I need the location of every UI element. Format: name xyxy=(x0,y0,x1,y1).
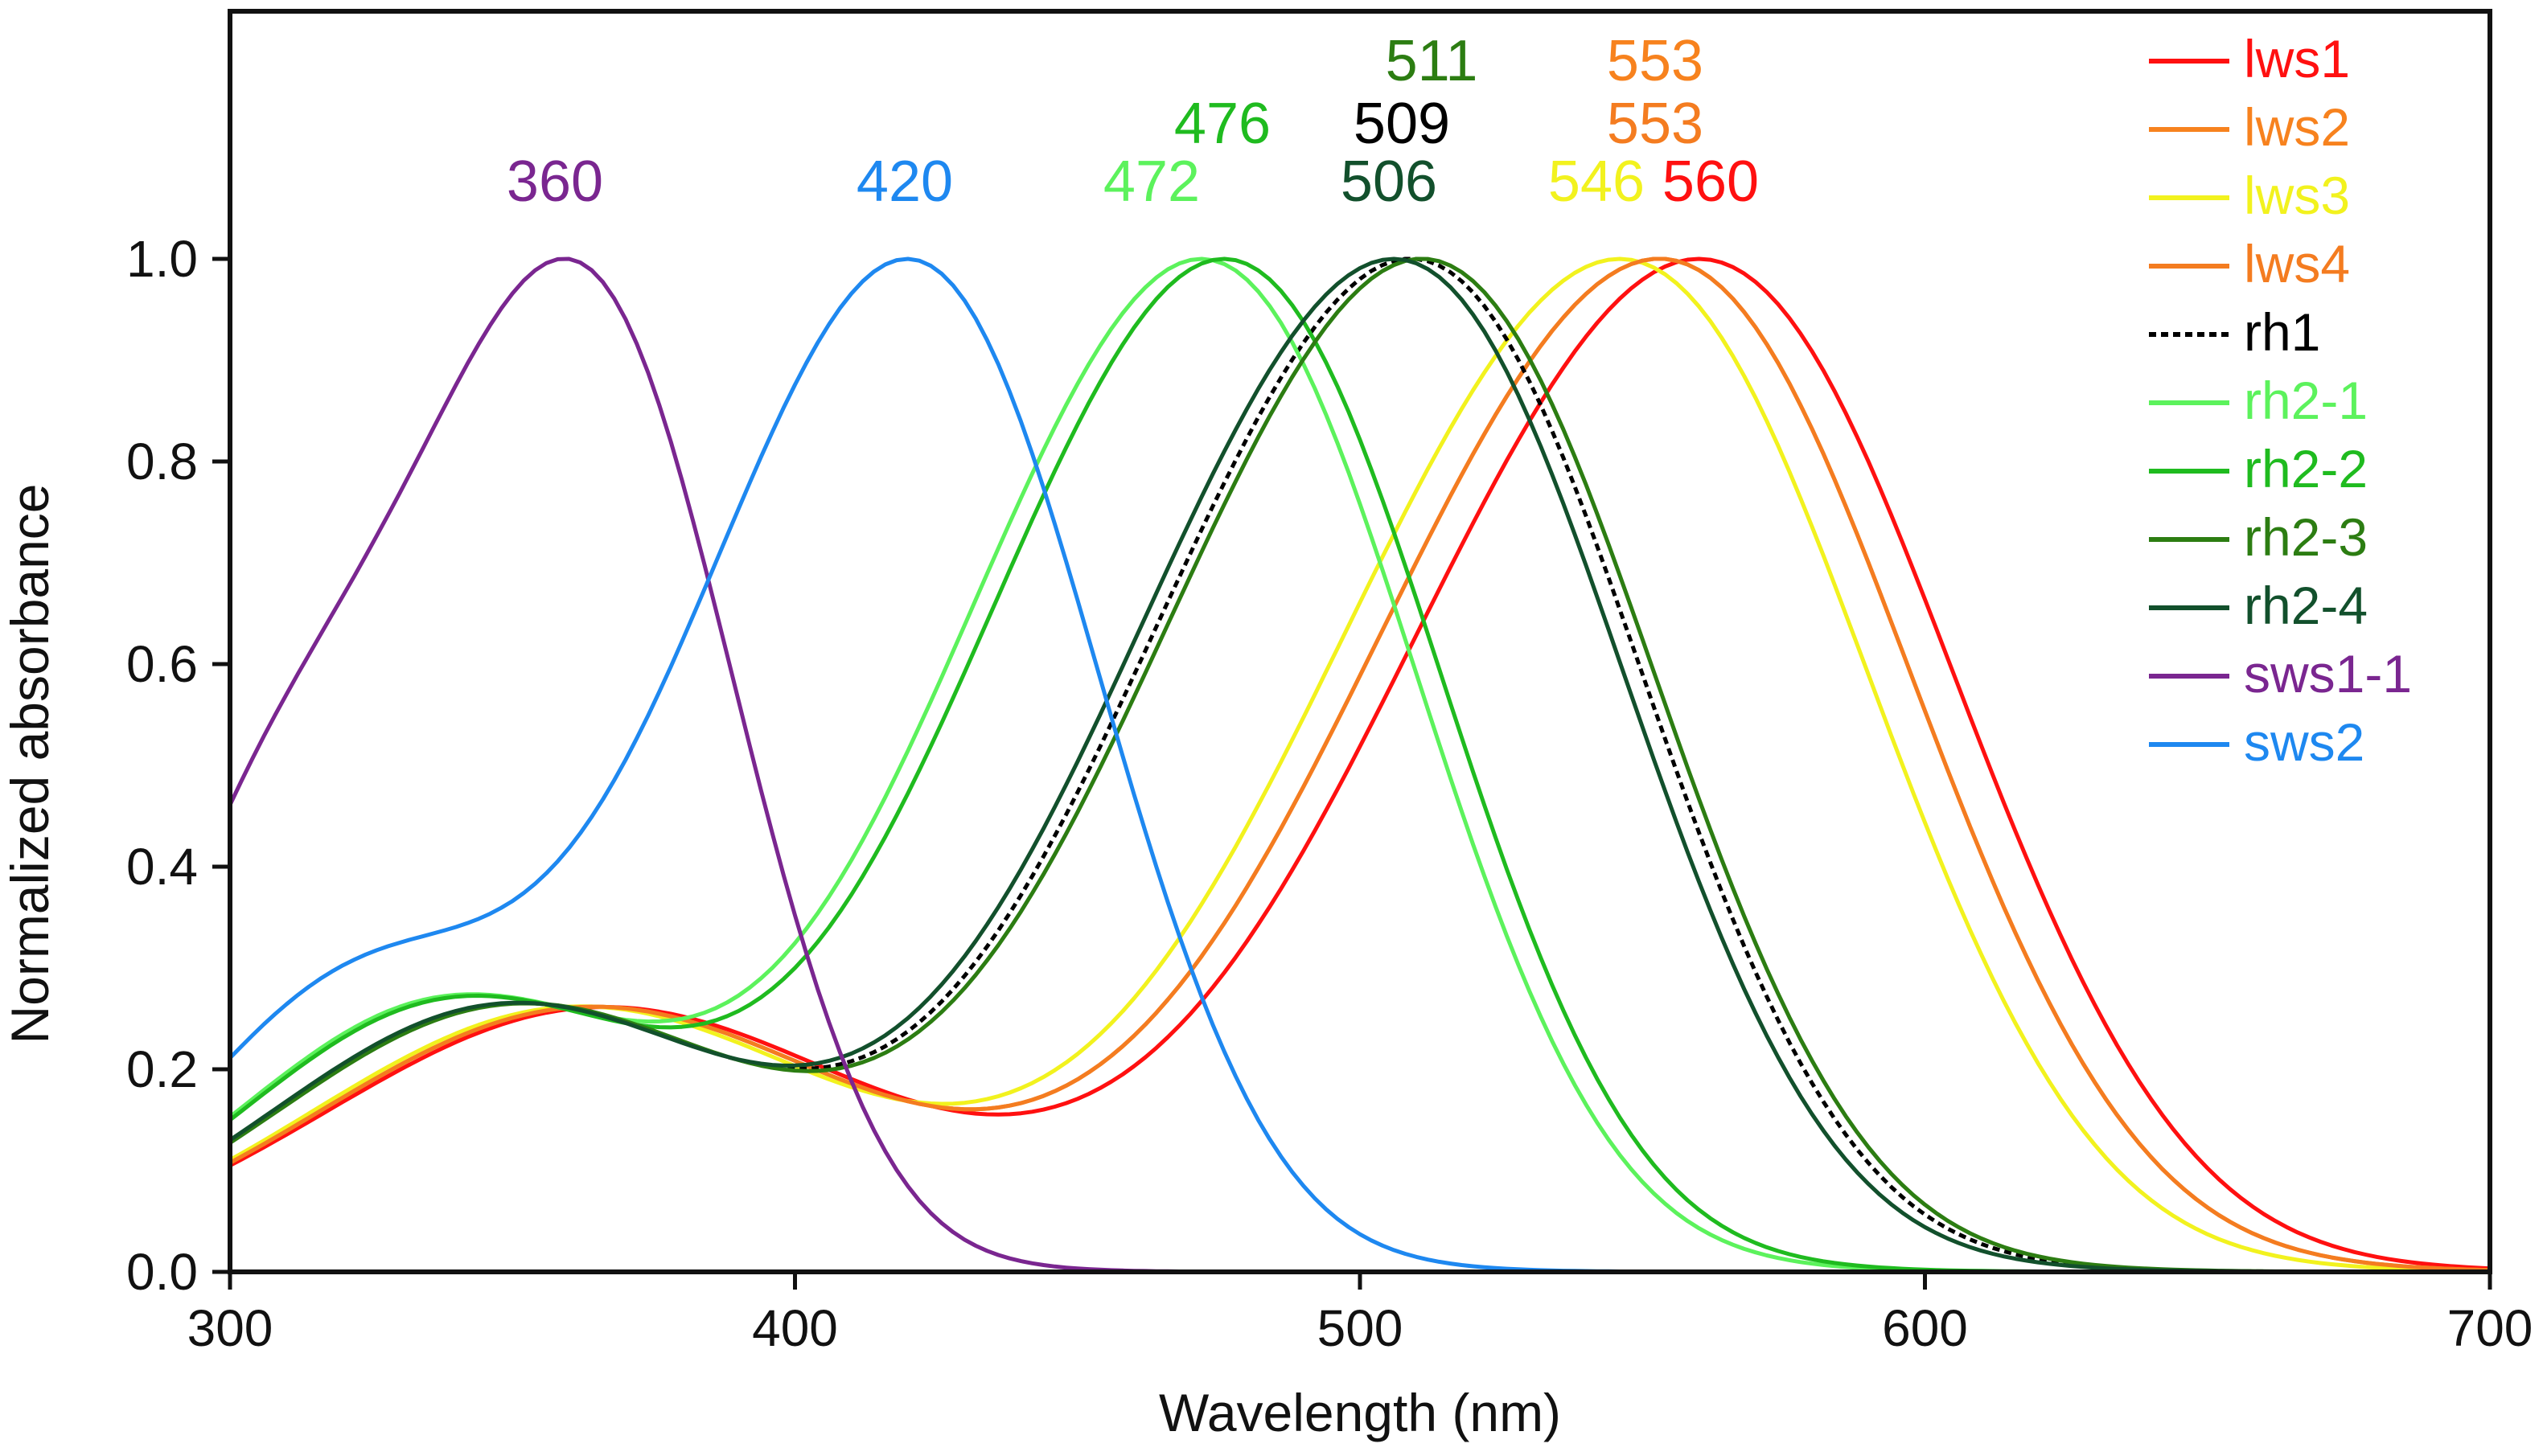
legend-label-rh2-2: rh2-2 xyxy=(2244,439,2368,498)
x-tick-label-600: 600 xyxy=(1882,1299,1968,1357)
x-tick-label-500: 500 xyxy=(1317,1299,1403,1357)
curve-lws2 xyxy=(228,256,2491,1273)
peak-label-lws2: 553 xyxy=(1607,29,1703,93)
legend-label-lws4: lws4 xyxy=(2244,234,2350,293)
legend: lws1 lws2 lws3 lws4 rh1 rh2-1 rh2-2 rh2-3 rh2-4 s… xyxy=(2149,29,2412,772)
legend-label-lws1: lws1 xyxy=(2244,29,2350,88)
curve-rh1 xyxy=(228,256,2490,1274)
curve-sws2 xyxy=(228,256,2490,1274)
peak-label-sws1-1: 360 xyxy=(507,150,603,214)
curve-sws1-1 xyxy=(228,256,2490,1274)
peak-label-rh2-4: 506 xyxy=(1341,150,1437,214)
peak-label-rh2-1: 472 xyxy=(1103,150,1200,214)
curve-lws3 xyxy=(228,256,2491,1273)
curve-rh2-1 xyxy=(228,256,2490,1274)
curve-rh2-3 xyxy=(228,256,2490,1274)
peak-label-lws1: 560 xyxy=(1662,150,1759,214)
legend-label-lws2: lws2 xyxy=(2244,97,2350,157)
y-tick-label-5: 1.0 xyxy=(126,230,198,288)
legend-label-rh2-3: rh2-3 xyxy=(2244,507,2368,567)
axes-layer: 300 400 500 600 700 0.0 0.2 0.4 0.6 0.8 1.0 xyxy=(126,230,2533,1357)
y-tick-label-1: 0.2 xyxy=(126,1040,198,1098)
peak-label-rh2-2: 476 xyxy=(1174,92,1271,156)
peak-label-sws2: 420 xyxy=(857,150,953,214)
y-tick-label-0: 0.0 xyxy=(126,1243,198,1301)
y-axis-label: Normalized absorbance xyxy=(0,483,60,1044)
y-tick-label-3: 0.6 xyxy=(126,635,198,693)
x-tick-label-300: 300 xyxy=(187,1299,273,1357)
legend-label-rh1: rh1 xyxy=(2244,302,2320,362)
legend-label-sws2: sws2 xyxy=(2244,712,2364,772)
y-tick-label-4: 0.8 xyxy=(126,433,198,490)
x-axis-label: Wavelength (nm) xyxy=(1159,1383,1561,1442)
legend-label-rh2-4: rh2-4 xyxy=(2244,576,2368,635)
legend-label-rh2-1: rh2-1 xyxy=(2244,371,2368,430)
x-tick-label-700: 700 xyxy=(2447,1299,2533,1357)
legend-label-sws1-1: sws1-1 xyxy=(2244,644,2412,703)
curve-lws4 xyxy=(228,256,2491,1273)
curve-rh2-4 xyxy=(228,256,2490,1274)
curve-lws1 xyxy=(228,256,2491,1271)
peak-label-lws4: 553 xyxy=(1607,92,1703,156)
x-tick-label-400: 400 xyxy=(752,1299,838,1357)
peak-label-lws3: 546 xyxy=(1548,150,1645,214)
curve-rh2-2 xyxy=(228,256,2490,1274)
legend-label-lws3: lws3 xyxy=(2244,166,2350,225)
curve-layer xyxy=(228,256,2491,1274)
y-tick-label-2: 0.4 xyxy=(126,838,198,896)
peak-label-rh2-3: 511 xyxy=(1386,29,1478,93)
peak-label-rh1: 509 xyxy=(1354,92,1450,156)
